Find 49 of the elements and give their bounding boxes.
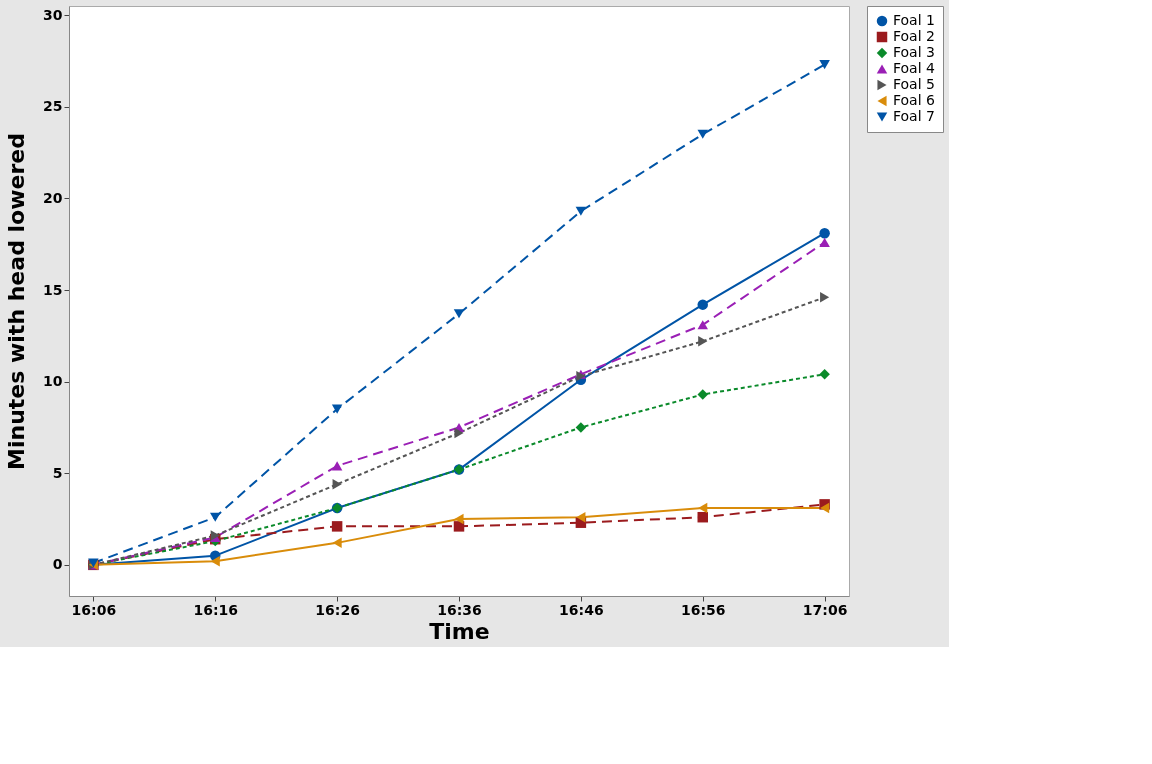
point — [697, 129, 708, 139]
y-axis-title: Minutes with head lowered — [4, 133, 30, 470]
x-tick-label: 16:16 — [193, 601, 239, 618]
point — [210, 512, 221, 522]
point — [819, 369, 830, 380]
x-tick-label: 16:06 — [71, 601, 117, 618]
x-tick-label: 16:56 — [680, 601, 726, 618]
legend-label: Foal 3 — [893, 44, 935, 60]
point — [453, 309, 465, 319]
y-tick-label: 15 — [43, 281, 63, 298]
point — [331, 521, 343, 532]
legend-label: Foal 7 — [893, 108, 935, 124]
point — [576, 511, 586, 523]
legend-label: Foal 6 — [893, 92, 936, 108]
x-tick-label: 16:46 — [559, 601, 604, 618]
point — [697, 511, 708, 523]
point — [454, 513, 464, 525]
point — [698, 502, 708, 514]
point — [820, 292, 830, 303]
x-tick-label: 17:06 — [802, 601, 848, 618]
point — [454, 427, 464, 439]
point — [697, 320, 708, 330]
point — [453, 521, 465, 532]
y-tick-label: 10 — [43, 373, 63, 390]
point — [575, 422, 587, 433]
point — [697, 389, 708, 400]
point — [331, 404, 343, 414]
point — [819, 227, 830, 239]
point — [575, 206, 587, 216]
legend-label: Foal 5 — [893, 76, 935, 92]
point — [819, 237, 830, 247]
y-tick-label: 0 — [52, 556, 63, 573]
point — [819, 60, 830, 70]
y-tick-label: 20 — [43, 189, 63, 206]
point — [332, 537, 342, 549]
legend-label: Foal 1 — [893, 12, 935, 28]
point — [820, 502, 830, 514]
y-tick-label: 25 — [43, 98, 63, 115]
legend-label: Foal 2 — [893, 28, 935, 44]
legend-label: Foal 4 — [893, 60, 936, 76]
point — [331, 461, 343, 471]
x-tick-label: 16:26 — [315, 601, 360, 618]
x-tick-label: 16:36 — [437, 601, 482, 618]
point — [210, 555, 220, 567]
y-tick-label: 5 — [52, 464, 63, 481]
point — [698, 336, 708, 347]
x-axis-title: Time — [429, 618, 490, 644]
y-tick-label: 30 — [43, 6, 63, 23]
point — [697, 299, 708, 310]
